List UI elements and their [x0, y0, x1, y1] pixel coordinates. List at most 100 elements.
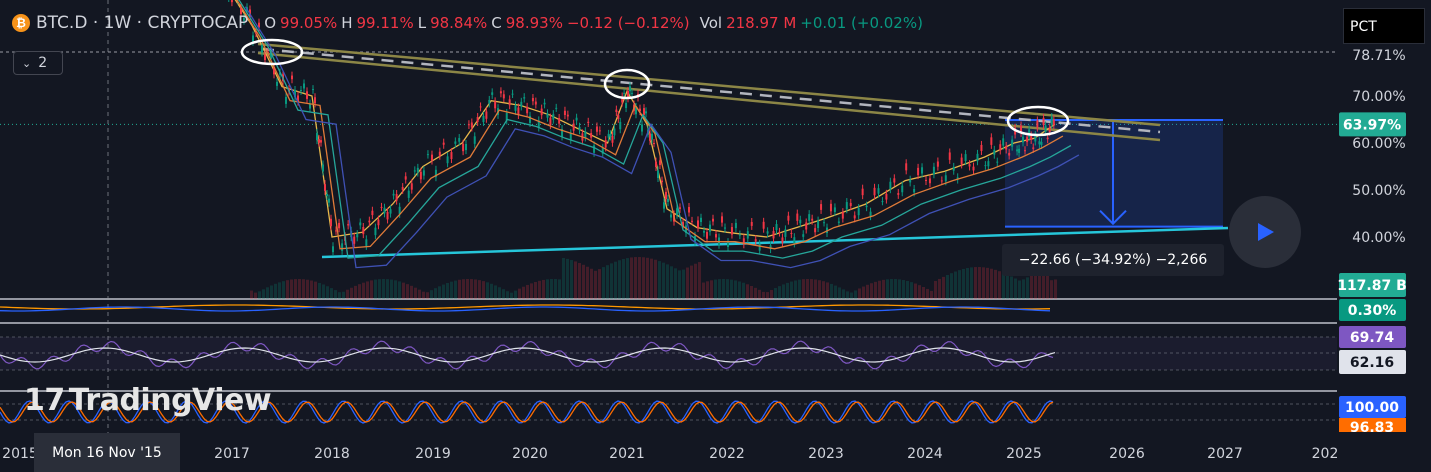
volume-bar: [354, 285, 357, 299]
volume-bar: [286, 280, 289, 299]
candle-body: [494, 101, 497, 109]
candle-body: [857, 208, 860, 216]
candle-body: [721, 216, 723, 223]
volume-bar: [926, 288, 929, 299]
volume-bar: [750, 285, 753, 299]
volume-bar: [710, 280, 713, 299]
candle-body: [561, 129, 564, 137]
replay-play-button[interactable]: [1229, 196, 1301, 268]
volume-bar: [686, 267, 689, 299]
volume-bar: [498, 287, 501, 299]
candle-body: [332, 246, 334, 253]
volume-bar: [822, 281, 825, 299]
volume-bar: [398, 281, 401, 299]
volume-bar: [410, 285, 413, 299]
candle-body: [584, 131, 587, 138]
volume-bars: [250, 257, 1057, 299]
volume-bar: [714, 279, 717, 299]
price-axis-tick: 60.00%: [1352, 136, 1405, 152]
volume-bar: [258, 291, 261, 299]
candle-body: [685, 225, 687, 233]
stoch-d-badge-bg: [1339, 418, 1406, 432]
volume-bar: [622, 259, 625, 299]
candle-body: [778, 231, 781, 233]
candle-body: [727, 242, 729, 247]
candle-body: [625, 102, 628, 109]
volume-bar: [614, 261, 617, 299]
candle-body: [897, 193, 900, 195]
time-axis-tick: 2020: [512, 446, 548, 462]
volume-bar: [698, 262, 701, 299]
candle-body: [1032, 147, 1035, 149]
volume-bar: [962, 268, 965, 299]
candle-body: [787, 215, 790, 221]
candle-body: [917, 167, 920, 176]
volume-bar: [570, 260, 573, 299]
candle-body: [734, 222, 737, 229]
candle-body: [276, 81, 278, 86]
candle-body: [853, 215, 856, 219]
candle-body: [703, 230, 705, 233]
volume-bar: [814, 279, 817, 299]
candle-body: [1036, 120, 1039, 128]
candle-body: [1034, 134, 1037, 142]
volume-bar: [634, 257, 637, 299]
candle-body: [742, 238, 745, 245]
candle-body: [758, 243, 761, 251]
candle-body: [306, 91, 308, 99]
candle-body: [802, 234, 805, 237]
candle-body: [555, 107, 558, 109]
volume-bar: [494, 285, 497, 299]
volume-bar: [774, 288, 777, 299]
candle-body: [984, 165, 987, 167]
candle-body: [549, 117, 552, 126]
pct-scale-button[interactable]: PCT: [1343, 8, 1425, 44]
candle-body: [712, 218, 714, 222]
candle-body: [772, 231, 775, 239]
candle-body: [999, 144, 1002, 151]
volume-bar: [370, 280, 373, 299]
volume-bar: [462, 279, 465, 299]
volume-bar: [1042, 270, 1045, 299]
volume-bar: [642, 257, 645, 299]
volume-bar: [694, 263, 697, 299]
candle-body: [356, 234, 359, 238]
change-value: −0.12 (−0.12%): [566, 14, 690, 32]
volume-bar: [982, 267, 985, 299]
candle-body: [781, 237, 784, 243]
candle-body: [604, 140, 607, 148]
candle-body: [446, 156, 449, 164]
candle-body: [320, 140, 322, 143]
volume-bar: [1054, 279, 1057, 299]
symbol-title[interactable]: BTC.D · 1W · CRYPTOCAP: [36, 13, 249, 33]
candle-body: [715, 234, 717, 238]
candle-body: [928, 178, 931, 184]
rsi-badge: 69.74: [1350, 330, 1395, 346]
time-axis-tick: 2023: [808, 446, 844, 462]
candle-body: [330, 218, 332, 227]
candles: [228, 0, 1055, 257]
candle-body: [537, 120, 540, 128]
volume-bar: [342, 291, 345, 299]
candle-body: [621, 96, 624, 103]
volume-bar: [846, 291, 849, 299]
candle-body: [534, 101, 537, 105]
candle-body: [738, 234, 741, 236]
candle-body: [865, 205, 868, 208]
volume-bar: [942, 276, 945, 299]
volume-bar: [542, 279, 545, 299]
candle-body: [294, 89, 296, 98]
candle-body: [324, 184, 326, 191]
candle-body: [805, 222, 808, 230]
volume-bar: [586, 266, 589, 299]
layers-toggle-button[interactable]: ⌄ 2: [13, 51, 63, 75]
candle-body: [697, 220, 699, 228]
volume-bar: [274, 283, 277, 299]
ma-mid-line: [236, 0, 1064, 250]
candle-body: [913, 188, 916, 193]
candle-body: [921, 167, 924, 174]
candle-body: [309, 103, 311, 109]
candle-body: [754, 239, 757, 242]
open-label: O: [264, 14, 277, 32]
